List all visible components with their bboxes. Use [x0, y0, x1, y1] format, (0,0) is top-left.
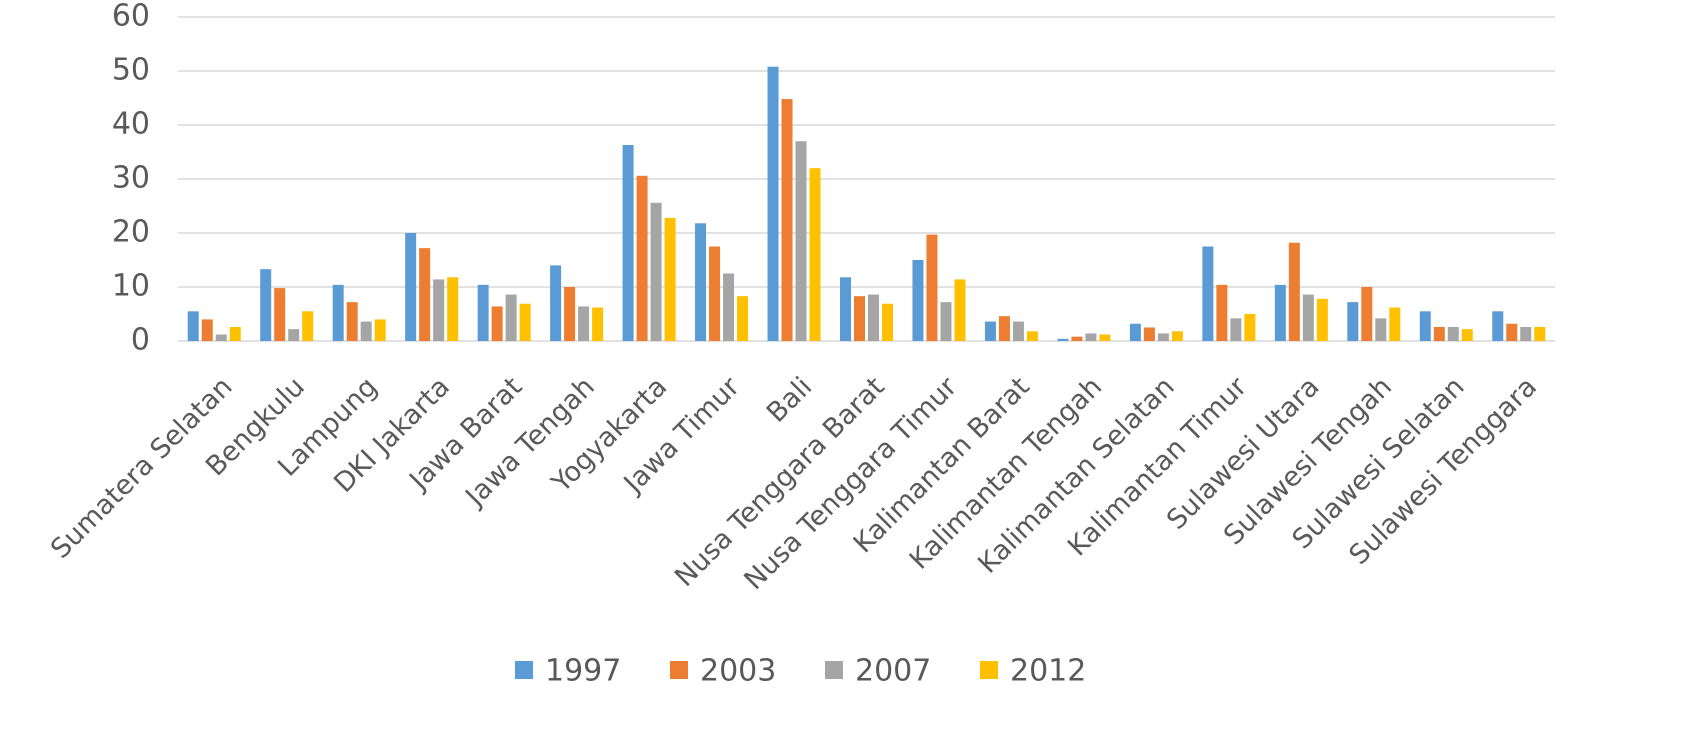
bar [1143, 327, 1155, 341]
bar [1461, 329, 1473, 341]
legend-swatch [980, 661, 998, 679]
legend-swatch [515, 661, 533, 679]
bar [1057, 338, 1069, 341]
y-tick-label: 40 [112, 107, 150, 142]
legend-label: 2007 [855, 654, 931, 689]
bar [695, 223, 707, 341]
bar [550, 265, 562, 341]
bar [709, 246, 721, 341]
bar [1433, 326, 1445, 341]
bar [650, 202, 662, 341]
y-tick-label: 60 [112, 0, 150, 34]
bar [187, 311, 199, 341]
bar [767, 66, 779, 342]
bar [1244, 314, 1256, 341]
bar [1492, 311, 1504, 341]
bar [868, 294, 879, 341]
legend-label: 2003 [700, 654, 776, 689]
bar [1026, 331, 1038, 341]
bar [477, 284, 489, 341]
bar [912, 260, 924, 341]
bar [1520, 326, 1532, 341]
bar [984, 321, 996, 341]
bar [954, 279, 966, 341]
bar [1216, 284, 1228, 341]
bar [447, 277, 459, 341]
bar [346, 302, 358, 341]
bar [332, 284, 344, 341]
legend-label: 1997 [545, 654, 621, 689]
bar [1361, 287, 1373, 341]
bar [1085, 333, 1097, 341]
bar [1347, 302, 1359, 341]
bar [302, 311, 314, 341]
bar [1129, 323, 1141, 341]
legend-swatch [825, 661, 843, 679]
bar [564, 287, 576, 341]
bar [1099, 334, 1111, 341]
bar [201, 319, 213, 341]
bar [795, 141, 807, 341]
x-tick-label: Bali [761, 371, 818, 428]
y-tick-label: 30 [112, 161, 150, 196]
bar [1419, 311, 1431, 341]
bar [840, 277, 851, 341]
bar [1534, 326, 1546, 341]
bar [737, 296, 749, 341]
bar [360, 321, 372, 341]
bar [809, 168, 821, 341]
bar [1375, 318, 1387, 341]
bar [1316, 298, 1328, 341]
bar [1506, 323, 1518, 341]
bar [1202, 246, 1214, 341]
bar [1157, 333, 1169, 341]
bar [274, 288, 286, 341]
bar [1447, 326, 1459, 341]
y-tick-label: 50 [112, 53, 150, 88]
y-tick-label: 20 [112, 215, 150, 250]
bar [215, 334, 227, 341]
bar [723, 273, 735, 341]
bar [288, 329, 300, 341]
bar [1071, 336, 1083, 341]
bar [433, 279, 445, 341]
bar [998, 316, 1010, 341]
legend-label: 2012 [1010, 654, 1086, 689]
bar [1389, 307, 1401, 341]
bar [622, 144, 634, 341]
bar [1288, 242, 1300, 341]
legend-swatch [670, 661, 688, 679]
bar [260, 269, 272, 341]
bar [374, 319, 386, 341]
bar [926, 234, 938, 341]
bar [1230, 318, 1242, 341]
bar [519, 303, 531, 341]
bar [781, 99, 793, 341]
bar [636, 175, 648, 341]
bar [1302, 294, 1314, 341]
bar [882, 303, 893, 341]
bar [491, 306, 503, 341]
bar [419, 248, 431, 341]
bar [1012, 321, 1024, 341]
y-tick-label: 0 [131, 323, 150, 358]
bar [229, 326, 241, 341]
bar [1274, 284, 1286, 341]
bar [854, 296, 865, 341]
bar [1171, 331, 1183, 341]
bar [578, 306, 590, 341]
bar [940, 302, 952, 341]
y-tick-label: 10 [112, 269, 150, 304]
bar [505, 294, 517, 341]
bar [405, 233, 417, 341]
bar [664, 217, 676, 341]
bar [592, 307, 604, 341]
